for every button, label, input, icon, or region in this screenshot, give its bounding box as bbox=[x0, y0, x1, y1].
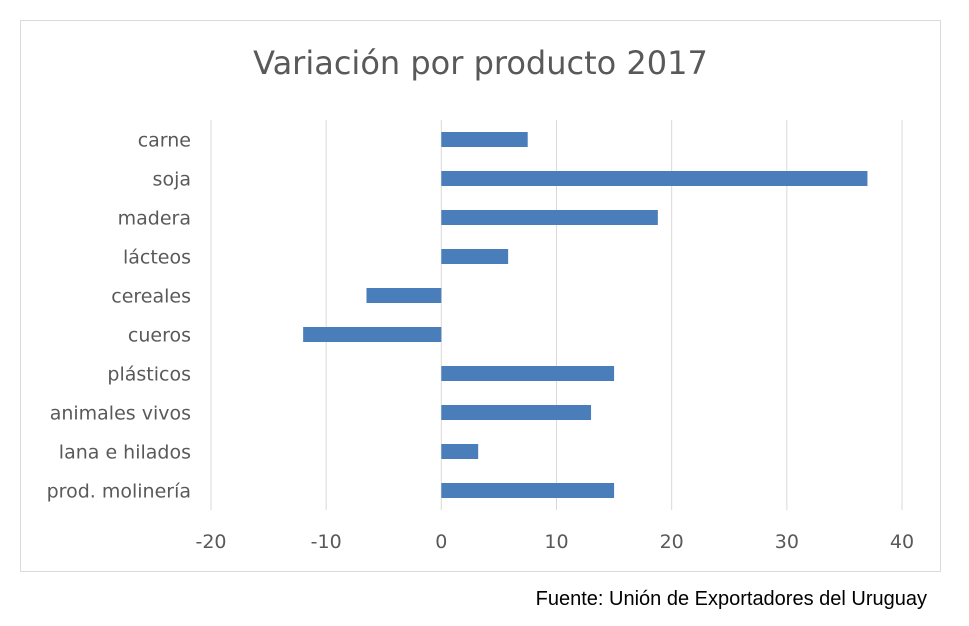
x-tick-label: 10 bbox=[544, 531, 568, 553]
x-tick-label: 20 bbox=[660, 531, 684, 553]
category-label: prod. molinería bbox=[47, 481, 191, 503]
x-tick-label: -10 bbox=[311, 531, 342, 553]
x-tick-label: 40 bbox=[890, 531, 914, 553]
bar bbox=[303, 327, 442, 342]
category-label: animales vivos bbox=[50, 403, 191, 425]
bars bbox=[303, 132, 868, 498]
bar bbox=[441, 405, 592, 420]
bar bbox=[441, 132, 528, 147]
x-tick-label: -20 bbox=[195, 531, 226, 553]
category-labels: carne soja madera lácteos cereales cueros plás… bbox=[47, 130, 191, 503]
bar bbox=[441, 171, 868, 186]
x-tick-label: 30 bbox=[775, 531, 799, 553]
bar bbox=[441, 366, 615, 381]
category-label: lana e hilados bbox=[59, 442, 191, 464]
bar bbox=[441, 483, 615, 498]
category-label: cueros bbox=[128, 325, 191, 347]
category-label: soja bbox=[153, 169, 191, 191]
bar bbox=[441, 210, 658, 225]
chart-title: Variación por producto 2017 bbox=[253, 44, 708, 82]
chart-frame bbox=[20, 20, 941, 572]
bar bbox=[441, 249, 509, 264]
bar bbox=[441, 444, 479, 459]
x-tick-label: 0 bbox=[435, 531, 447, 553]
source-note: Fuente: Unión de Exportadores del Urugua… bbox=[535, 588, 927, 610]
category-label: lácteos bbox=[123, 247, 191, 269]
category-label: madera bbox=[118, 208, 191, 230]
x-tick-labels: -20 -10 0 10 20 30 40 bbox=[195, 531, 914, 553]
category-label: cereales bbox=[111, 286, 191, 308]
bar bbox=[366, 288, 442, 303]
category-label: carne bbox=[138, 130, 191, 152]
category-label: plásticos bbox=[107, 364, 191, 386]
